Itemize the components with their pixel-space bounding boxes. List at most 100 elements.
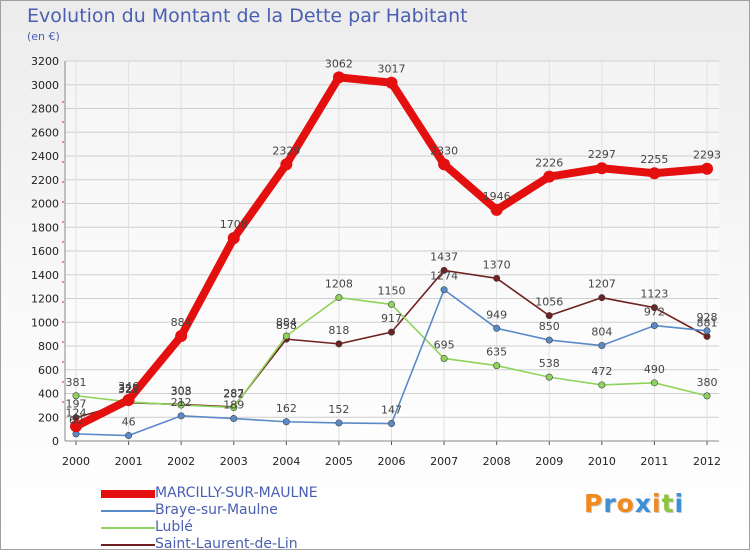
- data-label: 1123: [640, 288, 668, 301]
- x-tick-label: 2002: [167, 455, 195, 468]
- data-label: 850: [539, 320, 560, 333]
- data-point: [440, 286, 448, 294]
- y-tick-label: 1200: [31, 293, 59, 306]
- data-label: 490: [644, 363, 665, 376]
- data-point: [545, 312, 553, 320]
- data-label: 818: [328, 324, 349, 337]
- y-tick-label: 2600: [31, 126, 59, 139]
- data-point: [125, 432, 133, 440]
- data-label: 2293: [693, 149, 721, 162]
- y-tick-label: 3000: [31, 79, 59, 92]
- data-label: 380: [697, 376, 718, 389]
- y-tick-label: 2800: [31, 103, 59, 116]
- data-point: [70, 420, 82, 433]
- data-point: [280, 158, 293, 171]
- data-point: [493, 362, 501, 370]
- data-label: 46: [122, 416, 136, 429]
- y-tick-label: 800: [38, 340, 59, 353]
- x-tick-label: 2003: [220, 455, 248, 468]
- data-point: [177, 412, 185, 420]
- x-tick-label: 2011: [640, 455, 668, 468]
- x-tick-label: 2004: [272, 455, 300, 468]
- y-tick-label: 1800: [31, 221, 59, 234]
- data-label: 1056: [535, 296, 563, 309]
- y-tick-label: 200: [38, 411, 59, 424]
- legend-label: Lublé: [155, 519, 193, 535]
- legend-swatch: [101, 510, 155, 512]
- data-label: 635: [486, 346, 507, 359]
- data-point: [438, 158, 451, 171]
- data-point: [650, 379, 658, 387]
- data-label: 147: [381, 404, 402, 417]
- x-tick-label: 2000: [62, 455, 90, 468]
- data-label: 2329: [272, 144, 300, 157]
- data-label: 538: [539, 357, 560, 370]
- data-label: 2226: [535, 157, 563, 170]
- data-label: 162: [276, 402, 297, 415]
- data-point: [650, 322, 658, 330]
- x-tick-label: 2009: [535, 455, 563, 468]
- data-label: 884: [171, 316, 192, 329]
- data-point: [335, 340, 343, 348]
- logo-letter: r: [603, 489, 617, 518]
- data-label: 1208: [325, 278, 353, 291]
- legend-label: Braye-sur-Maulne: [155, 502, 278, 518]
- data-label: 282: [223, 388, 244, 401]
- logo-letter: o: [616, 489, 635, 518]
- data-point: [703, 327, 711, 335]
- data-label: 322: [118, 383, 139, 396]
- data-point: [175, 330, 188, 343]
- chart-title: Evolution du Montant de la Dette par Hab…: [27, 5, 468, 27]
- data-point: [72, 392, 80, 400]
- data-label: 124: [66, 406, 87, 419]
- x-tick-label: 2008: [483, 455, 511, 468]
- data-point: [177, 401, 185, 409]
- data-label: 3062: [325, 57, 353, 70]
- data-label: 949: [486, 308, 507, 321]
- data-point: [493, 274, 501, 282]
- data-point: [387, 300, 395, 308]
- data-label: 472: [591, 365, 612, 378]
- data-label: 2297: [588, 148, 616, 161]
- data-point: [282, 332, 290, 340]
- data-point: [332, 71, 345, 84]
- data-label: 695: [434, 338, 455, 351]
- data-label: 189: [223, 399, 244, 412]
- data-label: 2330: [430, 144, 458, 157]
- data-label: 2255: [640, 153, 668, 166]
- data-point: [650, 304, 658, 312]
- data-label: 60: [69, 414, 83, 427]
- x-tick-label: 2012: [693, 455, 721, 468]
- data-point: [335, 294, 343, 302]
- data-point: [335, 419, 343, 427]
- data-point: [490, 203, 503, 216]
- data-label: 329: [118, 382, 139, 395]
- y-tick-label: 0: [52, 435, 59, 448]
- data-label: 917: [381, 312, 402, 325]
- data-label: 1708: [220, 218, 248, 231]
- data-label: 804: [591, 326, 612, 339]
- data-label: 303: [171, 385, 192, 398]
- y-tick-label: 1600: [31, 245, 59, 258]
- y-tick-label: 2000: [31, 198, 59, 211]
- legend-label: MARCILLY-SUR-MAULNE: [155, 485, 318, 501]
- y-tick-label: 400: [38, 388, 59, 401]
- legend-swatch: [101, 544, 155, 546]
- data-point: [230, 404, 238, 412]
- legend-swatch: [101, 490, 155, 498]
- data-point: [227, 232, 240, 245]
- data-label: 197: [66, 398, 87, 411]
- proxiti-logo: Proxiti: [584, 489, 684, 518]
- y-tick-label: 1400: [31, 269, 59, 282]
- y-tick-label: 600: [38, 364, 59, 377]
- chart-subtitle: (en €): [27, 30, 60, 43]
- x-tick-label: 2010: [588, 455, 616, 468]
- legend-swatch: [101, 527, 155, 529]
- data-point: [648, 167, 661, 180]
- x-tick-label: 2005: [325, 455, 353, 468]
- y-tick-label: 2200: [31, 174, 59, 187]
- data-point: [440, 266, 448, 274]
- logo-letter: t: [661, 489, 675, 518]
